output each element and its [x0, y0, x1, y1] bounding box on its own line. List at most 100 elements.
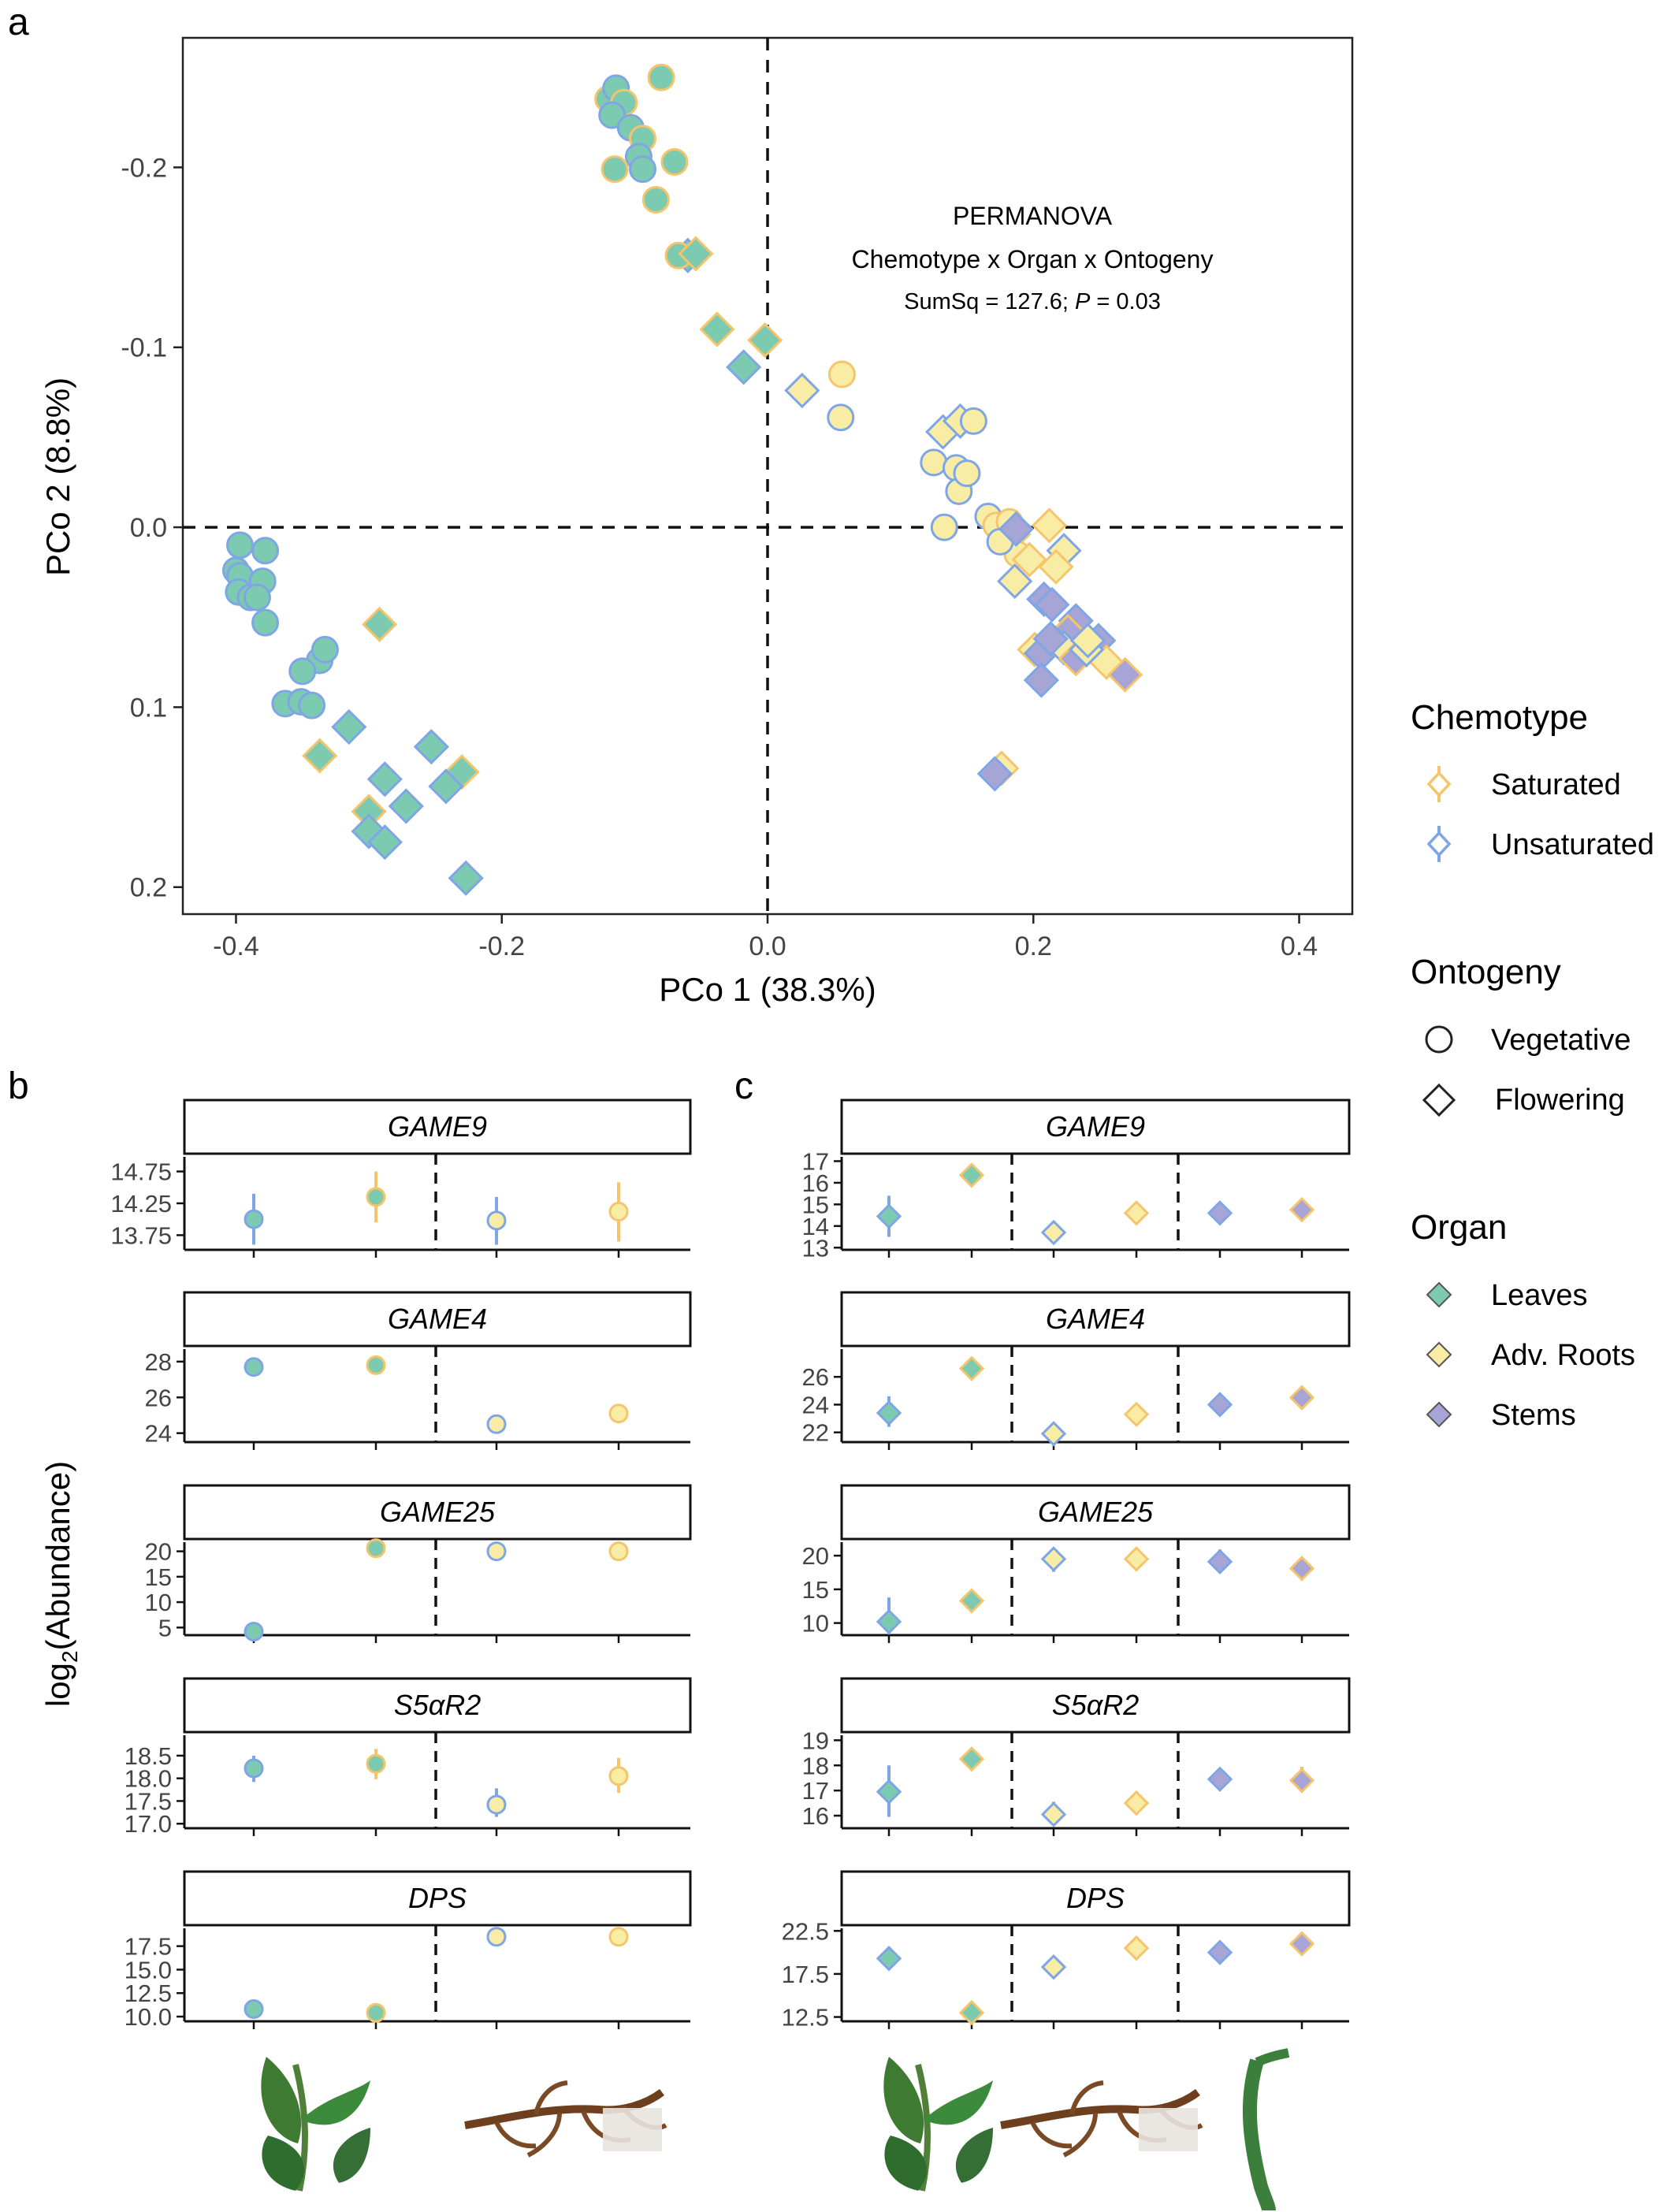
y-tick-label: 0.1	[130, 693, 167, 723]
facet-y-tick-label: 22	[802, 1419, 829, 1447]
stem-illustration	[1242, 2048, 1290, 2211]
mean-marker	[876, 1779, 902, 1805]
x-tick-label: 0.2	[1015, 931, 1052, 961]
panel-c-facets: GAME91314151617GAME4222426GAME25101520S5…	[782, 1099, 1351, 2032]
data-point	[1069, 623, 1106, 659]
data-point	[310, 635, 339, 664]
facet-y-tick-label: 26	[145, 1384, 172, 1411]
facet-y-tick-label: 17.5	[125, 1933, 172, 1961]
facet-y-tick-label: 17.0	[125, 1810, 172, 1838]
data-point	[1031, 507, 1068, 544]
facet-y-tick-label: 20	[802, 1542, 829, 1570]
data-point	[361, 606, 398, 642]
facet-strip	[183, 1291, 692, 1348]
mean-marker	[958, 1162, 985, 1188]
mean-marker	[244, 1621, 264, 1641]
data-point	[1034, 586, 1070, 623]
facet-title: GAME4	[388, 1303, 487, 1335]
facet-b-1: GAME9 13.75 14.25 14.75	[110, 1099, 692, 1258]
legend-item-stems: Stems	[1426, 1399, 1576, 1432]
facet-y-tick-label: 12.5	[782, 2004, 829, 2032]
mean-marker	[1040, 1421, 1067, 1447]
facet-y-tick-label: 17	[802, 1147, 829, 1175]
facet-y-tick-label: 26	[802, 1363, 829, 1391]
facet-strip	[183, 1484, 692, 1541]
data-point	[428, 768, 464, 805]
data-point	[930, 513, 958, 541]
facet-title: DPS	[1066, 1882, 1125, 1914]
facet-y-tick-label: 24	[145, 1420, 172, 1448]
mean-marker	[486, 1414, 507, 1434]
mean-marker	[608, 1202, 629, 1222]
legend-label-adv-roots: Adv. Roots	[1491, 1339, 1635, 1372]
facet-y-tick-label: 15	[145, 1563, 172, 1591]
data-point	[827, 403, 855, 432]
data-point	[827, 360, 856, 388]
data-point	[784, 372, 820, 409]
legend-label-vegetative: Vegetative	[1491, 1024, 1631, 1057]
mean-marker	[1040, 1954, 1067, 1980]
x-tick-label: -0.2	[478, 931, 525, 961]
data-point	[251, 608, 280, 637]
data-point	[366, 824, 403, 861]
facet-title: GAME25	[1038, 1496, 1154, 1528]
mean-marker	[1123, 1935, 1150, 1961]
facet-strip	[183, 1870, 692, 1927]
annotation-stats: SumSq = 127.6; P = 0.03	[904, 289, 1161, 314]
data-point	[1011, 541, 1047, 578]
data-point	[598, 101, 627, 129]
facet-y-tick-label: 15	[802, 1191, 829, 1218]
panel-a-frame	[181, 36, 1354, 916]
mean-marker	[1288, 1197, 1315, 1223]
facet-title: GAME9	[388, 1110, 487, 1143]
mean-marker	[876, 1946, 902, 1972]
facet-y-tick-label: 16	[802, 1802, 829, 1830]
facet-y-tick-label: 10.0	[125, 2003, 172, 2031]
mean-marker	[958, 1999, 985, 2026]
facet-b-5: DPS 10.012.515.017.5	[125, 1870, 692, 2031]
leaves-illustration-c	[883, 2057, 993, 2192]
data-point	[288, 657, 317, 686]
facet-y-tick-label: 14	[802, 1213, 829, 1240]
panel-a-y-axis: -0.2 -0.1 0.0 0.1 0.2	[121, 153, 183, 903]
facet-b-2: GAME4 24 26 28	[145, 1291, 692, 1450]
mean-marker	[1207, 1939, 1233, 1965]
abundance-label-suffix: (Abundance)	[39, 1461, 76, 1651]
panel-label-b: b	[8, 1065, 29, 1107]
facet-y-tick-label: 17.5	[125, 1787, 172, 1815]
facet-c-3: GAME25 10 15 20	[802, 1484, 1351, 1643]
abundance-label-sub: 2	[58, 1650, 82, 1663]
mean-marker	[1288, 1385, 1315, 1411]
facet-c-5: DPS 12.5 17.5 22.5	[782, 1870, 1351, 2032]
data-point	[747, 322, 783, 359]
abundance-axis-label: log2(Abundance)	[39, 1461, 82, 1707]
mean-marker	[608, 1927, 629, 1947]
data-point	[699, 311, 735, 348]
x-axis-label: PCo 1 (38.3%)	[659, 971, 876, 1008]
data-point	[226, 531, 255, 560]
facet-y-tick-label: 10	[145, 1589, 172, 1616]
mean-marker	[486, 1794, 507, 1815]
roots-illustration-c	[1000, 2080, 1203, 2158]
x-tick-label: -0.4	[213, 931, 259, 961]
mean-marker	[486, 1541, 507, 1562]
facet-strip	[840, 1291, 1351, 1348]
facet-y-tick-label: 18	[802, 1752, 829, 1779]
leaves-illustration	[261, 2057, 370, 2192]
facet-strip	[183, 1099, 692, 1155]
data-point	[1107, 656, 1143, 693]
data-point	[1023, 662, 1059, 698]
mean-marker	[1123, 1401, 1150, 1427]
legend-item-vegetative: Vegetative	[1425, 1024, 1631, 1057]
mean-marker	[958, 1588, 985, 1614]
data-point	[959, 407, 987, 435]
facet-y-tick-label: 18.5	[125, 1742, 172, 1770]
data-point	[1032, 621, 1069, 657]
mean-marker	[486, 1210, 507, 1231]
mean-marker	[366, 2002, 386, 2023]
facet-y-tick-label: 16	[802, 1169, 829, 1197]
mean-marker	[608, 1541, 629, 1562]
facet-strip	[840, 1677, 1351, 1734]
facet-strip	[840, 1870, 1351, 1927]
